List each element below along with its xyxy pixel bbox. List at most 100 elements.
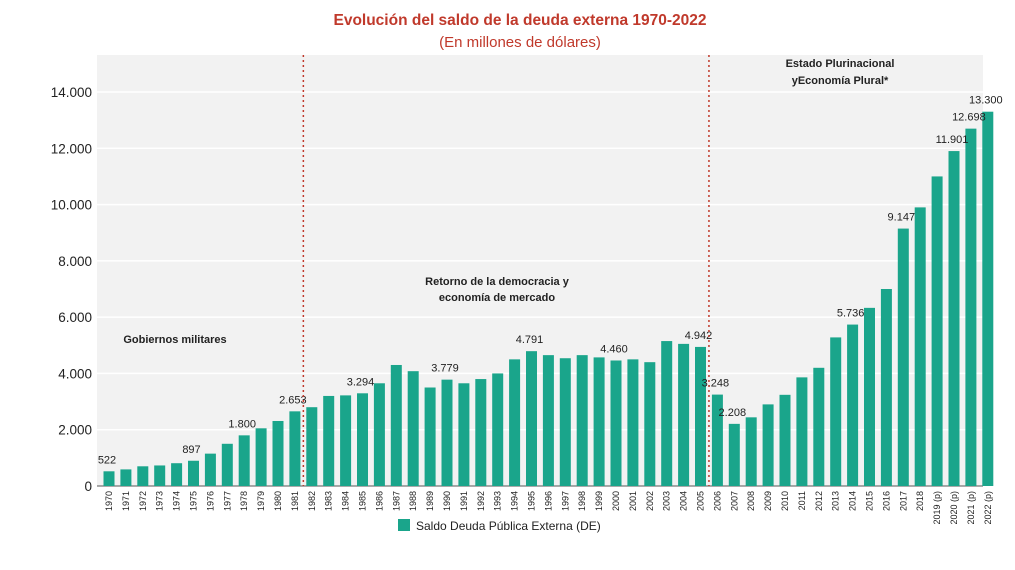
bar-1980 xyxy=(272,420,284,486)
bar-1977 xyxy=(221,443,233,486)
bar-2021p xyxy=(965,128,977,486)
x-tick-label: 2005 xyxy=(696,491,706,511)
legend-swatch xyxy=(398,519,410,531)
x-tick-label: 1993 xyxy=(493,491,503,511)
x-tick-label: 2022 (p) xyxy=(983,491,993,525)
bar-2000 xyxy=(610,360,622,486)
bar-1993 xyxy=(492,373,504,486)
x-tick-label: 2018 xyxy=(915,491,925,511)
x-tick-label: 1983 xyxy=(324,491,334,511)
bar-1979 xyxy=(255,428,267,486)
x-tick-label: 2015 xyxy=(865,491,875,511)
bar-2011 xyxy=(796,377,808,486)
x-tick-label: 1970 xyxy=(104,491,114,511)
y-tick-label: 2.000 xyxy=(58,423,92,438)
bar-1971 xyxy=(120,469,132,486)
y-axis-labels: 0 2.000 4.000 6.000 8.000 10.000 12.000 14.000 xyxy=(51,85,92,494)
x-tick-label: 1972 xyxy=(138,491,148,511)
legend: Saldo Deuda Pública Externa (DE) xyxy=(398,519,601,533)
bar-1976 xyxy=(204,453,216,486)
x-tick-label: 2003 xyxy=(662,491,672,511)
x-tick-label: 1978 xyxy=(239,491,249,511)
x-tick-label: 1997 xyxy=(560,491,570,511)
x-tick-label: 2010 xyxy=(780,491,790,511)
x-tick-label: 1973 xyxy=(155,491,165,511)
data-labels: 522 897 1.800 2.653 3.294 3.779 4.791 4.460 4.94… xyxy=(98,95,1003,467)
x-tick-label: 1977 xyxy=(222,491,232,511)
x-tick-label: 2002 xyxy=(645,491,655,511)
x-tick-label: 1994 xyxy=(510,491,520,511)
x-tick-label: 1991 xyxy=(459,491,469,511)
bar-1991 xyxy=(458,383,470,486)
bar-1989 xyxy=(424,387,436,486)
data-label: 3.294 xyxy=(347,376,375,388)
y-tick-label: 10.000 xyxy=(51,198,92,213)
x-tick-label: 1982 xyxy=(307,491,317,511)
era-dividers xyxy=(302,55,710,486)
chart-title: Evolución del saldo de la deuda externa … xyxy=(333,12,707,29)
x-tick-label: 1987 xyxy=(391,491,401,511)
bars xyxy=(103,111,994,487)
bar-2010 xyxy=(779,394,791,486)
bar-1999 xyxy=(593,357,605,486)
bar-1973 xyxy=(154,465,166,486)
data-label: 11.901 xyxy=(936,134,969,146)
bar-1998 xyxy=(576,355,588,486)
x-tick-label: 2004 xyxy=(679,491,689,511)
x-tick-label: 2017 xyxy=(898,491,908,511)
data-label: 4.460 xyxy=(600,343,628,355)
x-tick-label: 2012 xyxy=(814,491,824,511)
data-label: 13.300 xyxy=(969,95,1003,107)
data-label: 3.248 xyxy=(702,378,730,390)
x-tick-label: 2009 xyxy=(763,491,773,511)
x-tick-label: 1975 xyxy=(189,491,199,511)
x-tick-label: 1998 xyxy=(577,491,587,511)
bar-2005 xyxy=(695,346,706,486)
bar-1996 xyxy=(542,355,554,486)
y-tick-label: 12.000 xyxy=(51,141,92,156)
bar-2015 xyxy=(864,307,875,486)
x-tick-label: 1990 xyxy=(442,491,452,511)
y-tick-label: 0 xyxy=(84,479,92,494)
x-tick-label: 2020 (p) xyxy=(949,491,959,525)
bar-1987 xyxy=(390,364,402,486)
bar-2001 xyxy=(627,359,639,486)
bar-1992 xyxy=(475,379,487,486)
bar-1983 xyxy=(323,395,335,486)
era-label: Estado Plurinacional yEconomía Plural* xyxy=(786,58,895,87)
bar-1984 xyxy=(340,395,352,486)
x-tick-label: 1989 xyxy=(425,491,435,511)
bar-2016 xyxy=(880,289,892,486)
y-tick-label: 8.000 xyxy=(58,254,92,269)
era-labels: Gobiernos militares Retorno de la democra… xyxy=(123,58,894,346)
data-label: 2.653 xyxy=(279,394,307,406)
bar-1990 xyxy=(441,379,453,486)
bar-1988 xyxy=(407,371,419,486)
data-label: 9.147 xyxy=(888,212,916,224)
x-tick-label: 2001 xyxy=(628,491,638,511)
data-label: 4.791 xyxy=(516,334,544,346)
data-label: 3.779 xyxy=(431,363,459,375)
legend-label: Saldo Deuda Pública Externa (DE) xyxy=(416,519,601,533)
bar-2019p xyxy=(931,176,943,486)
bar-1986 xyxy=(373,383,385,486)
x-tick-label: 2000 xyxy=(611,491,621,511)
x-tick-label: 1979 xyxy=(256,491,266,511)
y-tick-label: 6.000 xyxy=(58,310,92,325)
x-tick-label: 1986 xyxy=(374,491,384,511)
x-tick-label: 1980 xyxy=(273,491,283,511)
bar-1970 xyxy=(103,471,115,486)
bar-2009 xyxy=(762,404,774,486)
bar-2013 xyxy=(830,337,842,486)
chart-subtitle: (En millones de dólares) xyxy=(439,34,601,51)
x-tick-label: 2007 xyxy=(729,491,739,511)
x-tick-label: 1984 xyxy=(341,491,351,511)
x-tick-label: 2006 xyxy=(712,491,722,511)
bar-2012 xyxy=(813,367,825,486)
bar-1974 xyxy=(171,463,183,486)
y-tick-label: 4.000 xyxy=(58,366,92,381)
x-tick-label: 2019 (p) xyxy=(932,491,942,525)
bar-2006 xyxy=(711,394,723,486)
x-tick-label: 1992 xyxy=(476,491,486,511)
bar-2003 xyxy=(661,341,673,486)
